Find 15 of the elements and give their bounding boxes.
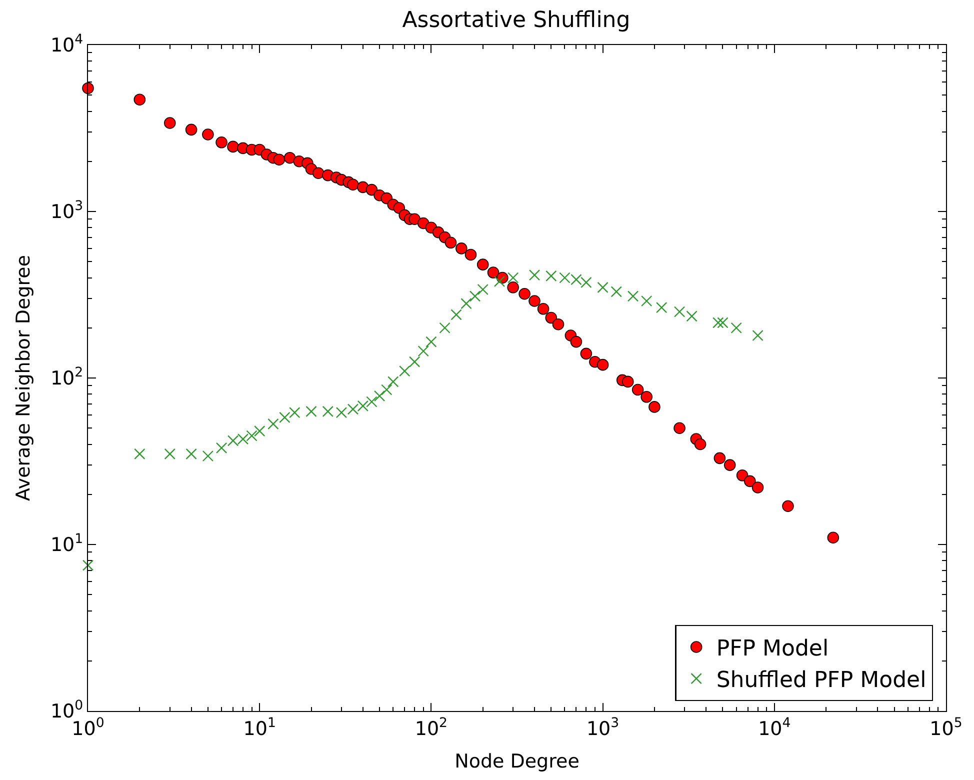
x-tick-label: 10$^{1}$	[243, 716, 276, 740]
y-axis-title: Average Neighbor Degree	[12, 254, 34, 502]
x-tick-label: 10$^{3}$	[586, 716, 620, 740]
x-tick-label: 10$^{2}$	[414, 716, 448, 740]
y-tick-label: 10$^{1}$	[50, 532, 84, 556]
legend-label: PFP Model	[716, 636, 829, 662]
x-tick-label: 10$^{0}$	[72, 716, 104, 740]
y-tick-label: 10$^{2}$	[50, 366, 84, 390]
y-tick-label: 10$^{3}$	[50, 199, 84, 224]
chart-title: Assortative Shuffling	[402, 8, 630, 34]
x-tick-label: 10$^{4}$	[758, 716, 791, 740]
y-tick-label: 10$^{4}$	[50, 32, 84, 57]
legend-label: Shuffled PFP Model	[716, 668, 926, 694]
x-axis-title: Node Degree	[454, 750, 580, 773]
x-tick-label: 10$^{5}$	[930, 716, 962, 740]
